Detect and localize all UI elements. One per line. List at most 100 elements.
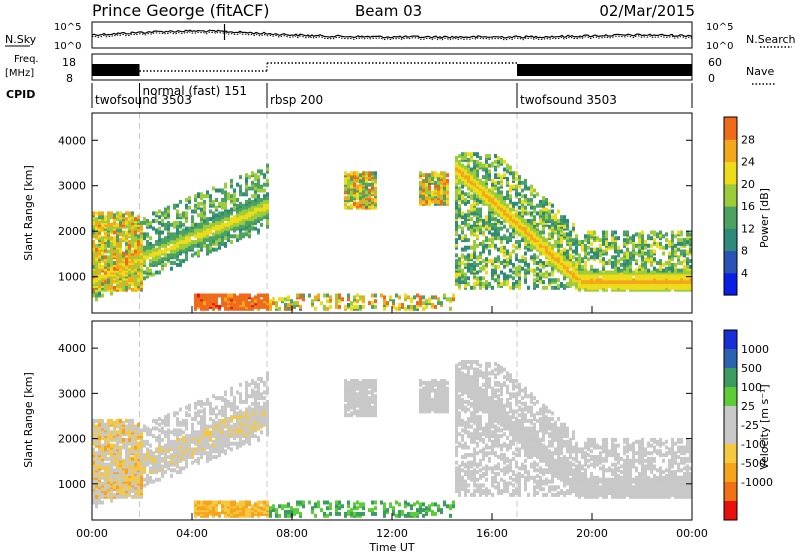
power-cell: [371, 301, 374, 306]
velocity-cell: [212, 439, 215, 444]
power-cell: [446, 297, 449, 302]
power-cell: [602, 261, 605, 265]
power-cell: [455, 220, 458, 225]
velocity-cell: [131, 462, 134, 467]
power-cell: [509, 285, 512, 290]
power-cell: [539, 262, 542, 267]
power-cell: [521, 217, 524, 222]
power-cell: [209, 303, 212, 307]
power-cell: [575, 234, 578, 239]
power-cell: [476, 173, 479, 178]
power-cell: [134, 259, 137, 264]
power-cell: [512, 201, 515, 206]
power-cell: [620, 272, 623, 277]
power-cell: [527, 219, 530, 223]
nsearch-tick-bottom: 10^0: [706, 41, 733, 52]
velocity-cell: [128, 460, 131, 465]
power-cell: [242, 192, 245, 197]
velocity-cell: [128, 447, 131, 452]
power-cell: [431, 177, 434, 181]
power-cell: [626, 255, 629, 260]
power-cell: [131, 230, 134, 235]
power-cell: [239, 192, 242, 197]
power-cell: [500, 194, 503, 199]
velocity-cell: [197, 500, 200, 505]
power-cell: [476, 226, 479, 231]
velocity-cell: [203, 432, 206, 437]
power-cell: [134, 276, 137, 281]
power-cell: [434, 180, 437, 185]
power-cell: [551, 234, 554, 239]
power-cell: [110, 291, 113, 296]
power-cell: [476, 276, 479, 281]
velocity-cell: [107, 492, 110, 497]
velocity-cell: [146, 451, 149, 456]
power-cell: [488, 203, 491, 208]
power-cell: [563, 219, 566, 223]
power-cell: [479, 199, 482, 204]
velocity-cell: [110, 489, 113, 494]
power-cell: [632, 270, 635, 275]
power-cell: [131, 255, 134, 260]
velocity-cell: [122, 477, 125, 482]
velocity-cell: [107, 443, 110, 448]
velocity-cell: [161, 426, 164, 431]
power-cell: [470, 253, 473, 258]
power-cell: [638, 270, 641, 275]
power-cell: [101, 236, 104, 241]
power-cell: [287, 303, 290, 307]
power-cell: [248, 226, 251, 231]
power-cell: [266, 182, 269, 187]
power-cell: [419, 171, 422, 176]
velocity-cell: [224, 443, 227, 448]
power-cell: [665, 238, 668, 243]
power-cell: [512, 213, 515, 218]
power-cell: [362, 295, 365, 300]
power-cell: [560, 249, 563, 254]
velocity-cell: [182, 451, 185, 456]
power-cell: [437, 180, 440, 185]
power-cell: [167, 213, 170, 218]
power-cell: [560, 255, 563, 260]
velocity-cell: [92, 472, 95, 476]
power-cell: [200, 234, 203, 239]
power-cell: [455, 192, 458, 197]
power-cell: [140, 276, 143, 281]
power-cell: [326, 306, 329, 311]
power-cell: [362, 304, 365, 309]
power-cell: [461, 215, 464, 220]
power-cell: [455, 238, 458, 243]
power-cell: [506, 203, 509, 208]
power-cell: [524, 178, 527, 183]
power-cell: [95, 293, 98, 298]
power-cell: [164, 213, 167, 218]
power-cell: [674, 262, 677, 267]
velocity-cell: [110, 451, 113, 456]
power-cell: [482, 245, 485, 250]
power-cell: [488, 163, 491, 168]
velocity-cell: [173, 468, 176, 473]
velocity-cell: [113, 473, 116, 478]
power-cell: [356, 184, 359, 189]
power-cell: [536, 255, 539, 260]
power-cell: [350, 196, 353, 201]
power-cell: [161, 230, 164, 235]
velocity-cell: [209, 449, 212, 454]
power-cell: [461, 196, 464, 201]
power-cell: [194, 222, 197, 227]
power-cell: [362, 194, 365, 199]
power-cell: [641, 255, 644, 260]
power-cell: [236, 234, 239, 239]
power-cell: [620, 262, 623, 267]
power-cell: [497, 274, 500, 279]
power-cell: [434, 175, 437, 180]
power-cell: [461, 236, 464, 241]
power-cell: [650, 249, 653, 254]
power-cell: [359, 295, 362, 300]
power-cell: [554, 285, 557, 290]
velocity-cell: [194, 411, 197, 416]
power-cell: [668, 261, 671, 265]
power-cell: [287, 295, 290, 300]
power-cell: [518, 264, 521, 269]
power-cell: [233, 234, 236, 239]
